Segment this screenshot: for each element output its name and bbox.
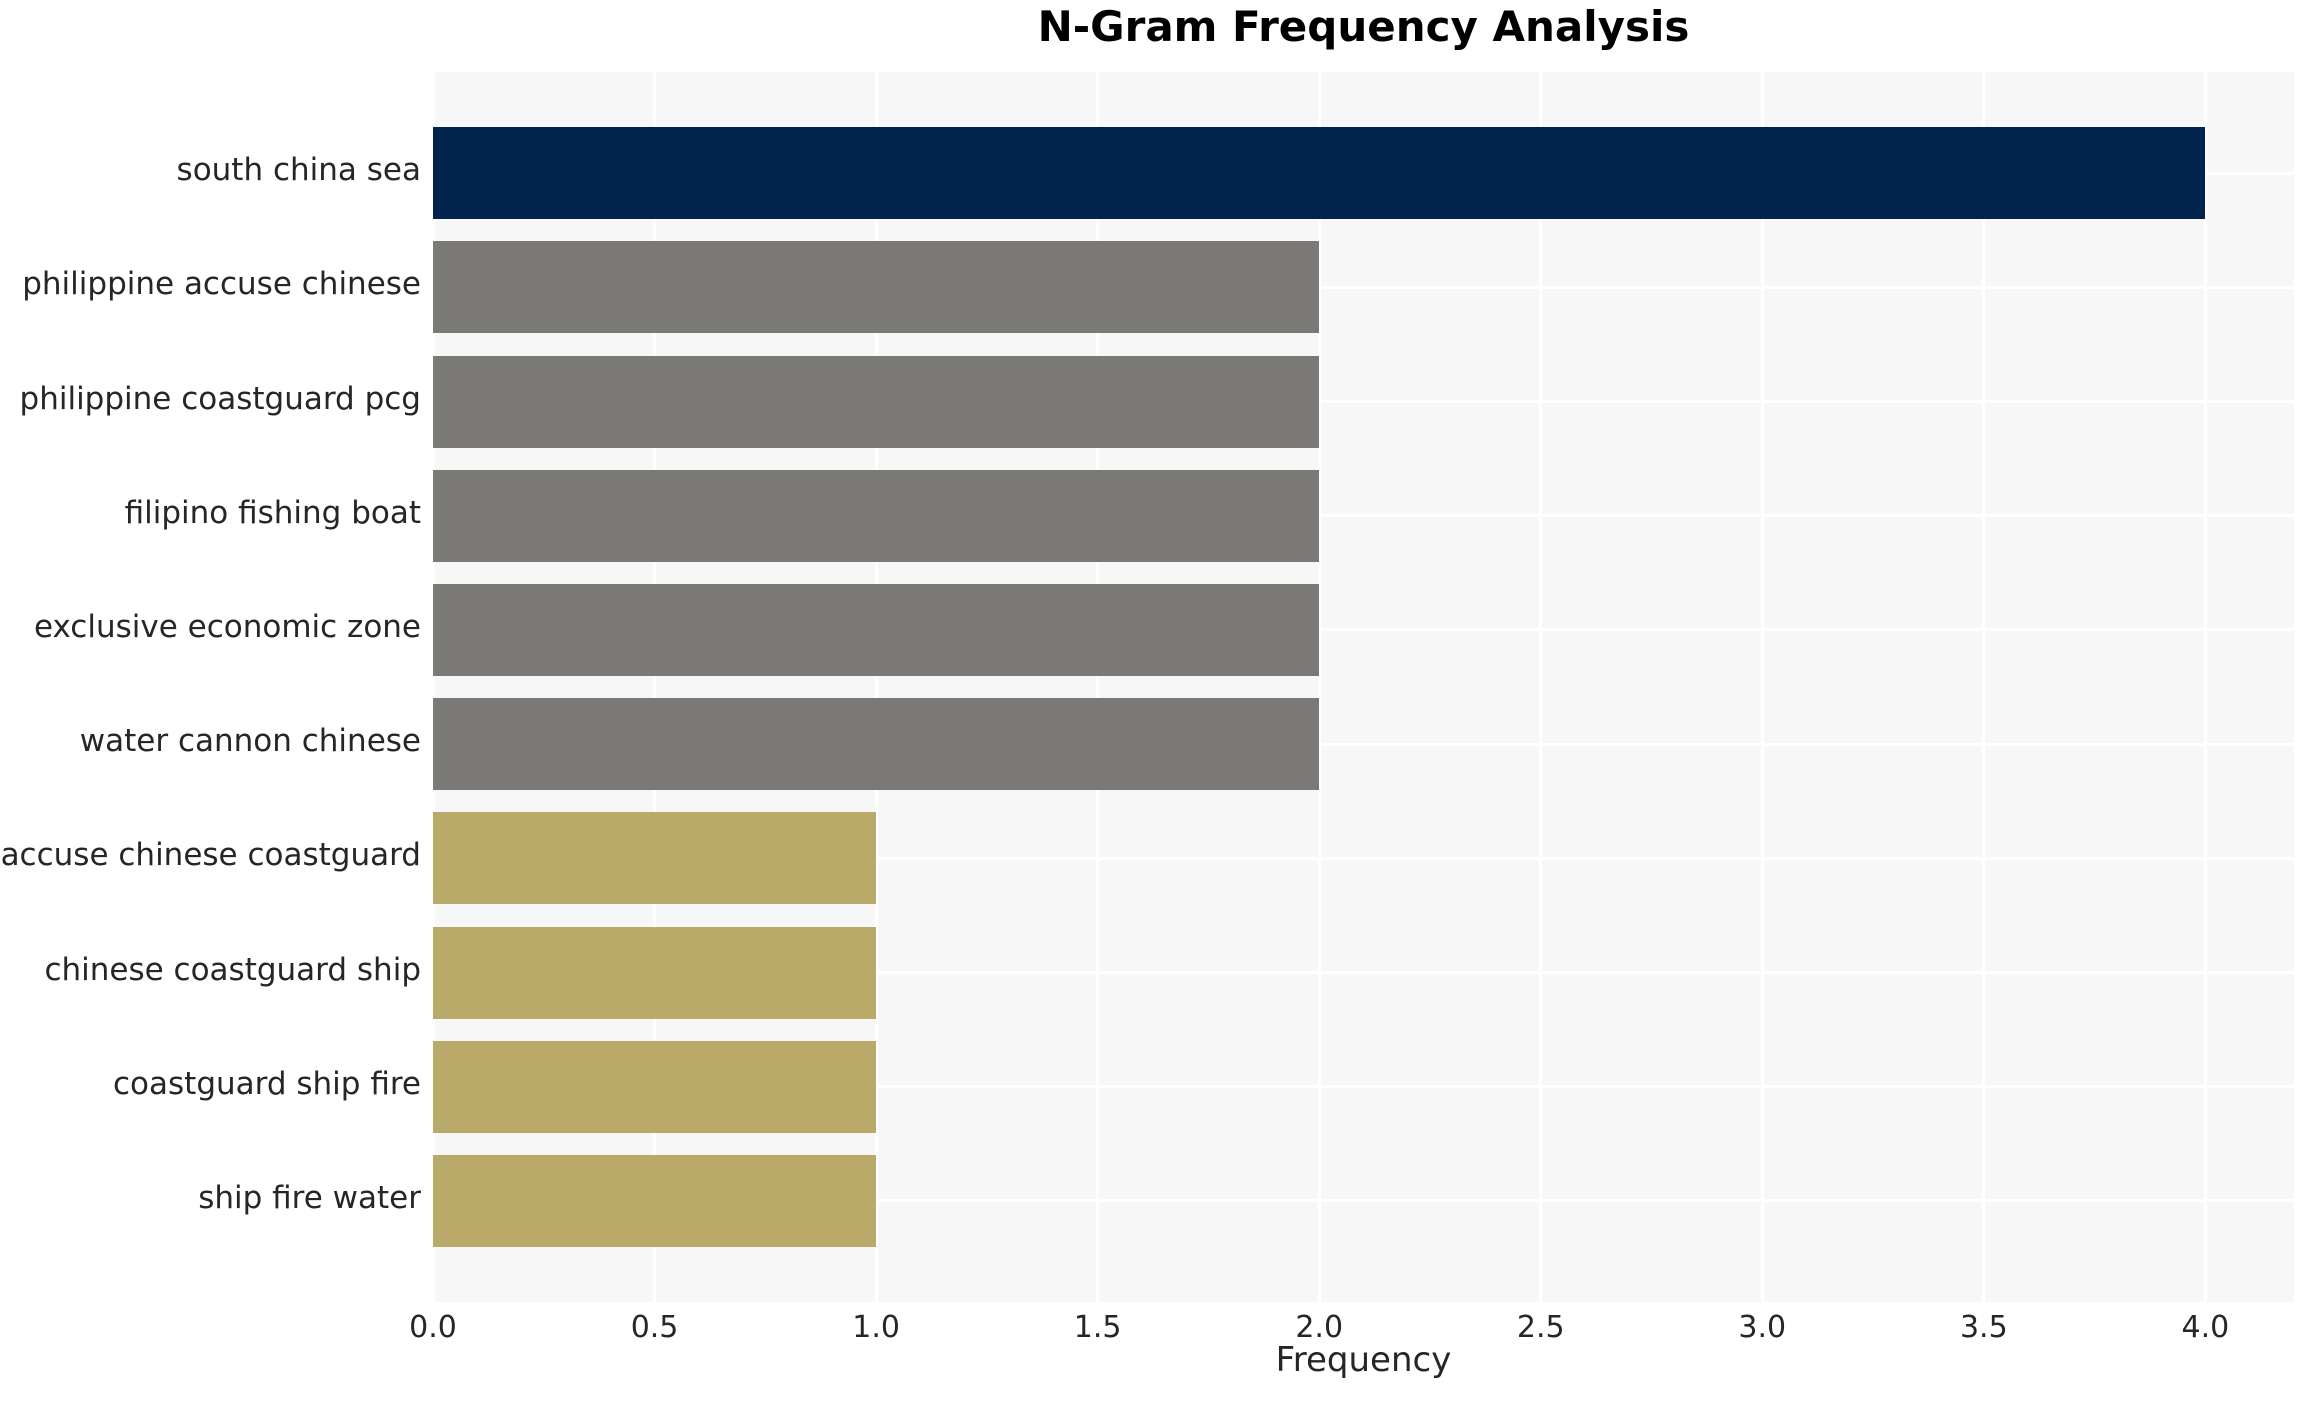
gridline-vertical-4 xyxy=(2203,72,2207,1302)
gridline-horizontal-1 xyxy=(433,285,2294,289)
x-tick-label-1.5: 1.5 xyxy=(1073,1310,1122,1345)
bar-south-china-sea xyxy=(433,127,2206,220)
y-axis-labels: south china sea philippine accuse chinese… xyxy=(0,72,421,1302)
x-axis-label: Frequency xyxy=(1275,1340,1452,1380)
category-label-south-china-sea: south china sea xyxy=(176,152,421,189)
gridline-horizontal-2 xyxy=(433,400,2294,403)
category-label-ship-fire-water: ship fire water xyxy=(198,1179,421,1216)
category-label-exclusive-economic-zone: exclusive economic zone xyxy=(33,608,421,645)
category-label-filipino-fishing-boat: filipino fishing boat xyxy=(124,494,421,531)
gridline-vertical-1 xyxy=(874,72,878,1302)
gridline-vertical-1.5 xyxy=(1096,72,1100,1302)
category-label-water-cannon-chinese: water cannon chinese xyxy=(79,723,421,760)
bar-filipino-fishing-boat xyxy=(433,469,1320,562)
plot-area xyxy=(433,72,2294,1302)
gridline-horizontal-7 xyxy=(433,971,2294,974)
bar-water-cannon-chinese xyxy=(433,698,1320,791)
gridline-horizontal-8 xyxy=(433,1085,2294,1089)
bar-philippine-accuse-chinese xyxy=(433,241,1320,334)
gridline-horizontal-6 xyxy=(433,856,2294,860)
gridline-vertical-2.5 xyxy=(1539,72,1543,1302)
gridline-horizontal-4 xyxy=(433,628,2294,632)
category-label-philippine-accuse-chinese: philippine accuse chinese xyxy=(22,266,421,303)
bar-ship-fire-water xyxy=(433,1154,877,1247)
gridline-vertical-0 xyxy=(433,72,435,1302)
chart-title: N-Gram Frequency Analysis xyxy=(1037,2,1690,51)
bar-philippine-coastguard-pcg xyxy=(433,355,1320,448)
category-label-philippine-coastguard-pcg: philippine coastguard pcg xyxy=(19,380,421,417)
category-label-coastguard-ship-fire: coastguard ship fire xyxy=(113,1065,421,1102)
bar-accuse-chinese-coastguard xyxy=(433,812,877,905)
bar-chinese-coastguard-ship xyxy=(433,926,877,1019)
gridline-horizontal-9 xyxy=(433,1199,2294,1203)
x-tick-label-2.0: 2.0 xyxy=(1295,1310,1344,1345)
x-tick-label-1.0: 1.0 xyxy=(852,1310,900,1345)
x-tick-label-4.0: 4.0 xyxy=(2181,1310,2230,1345)
gridline-horizontal-5 xyxy=(433,742,2294,746)
gridline-horizontal-3 xyxy=(433,514,2294,518)
category-label-accuse-chinese-coastguard: accuse chinese coastguard xyxy=(0,837,421,874)
category-label-chinese-coastguard-ship: chinese coastguard ship xyxy=(44,951,421,988)
x-tick-label-3.5: 3.5 xyxy=(1959,1310,2008,1345)
bar-coastguard-ship-fire xyxy=(433,1040,877,1133)
x-tick-label-0.5: 0.5 xyxy=(630,1310,679,1345)
x-tick-label-2.5: 2.5 xyxy=(1516,1310,1565,1345)
gridline-vertical-0.5 xyxy=(653,72,657,1302)
gridline-vertical-3 xyxy=(1760,72,1764,1302)
x-tick-label-3.0: 3.0 xyxy=(1738,1310,1787,1345)
gridline-vertical-2 xyxy=(1317,72,1321,1302)
gridline-vertical-3.5 xyxy=(1982,72,1986,1302)
bar-exclusive-economic-zone xyxy=(433,583,1320,676)
x-tick-label-0.0: 0.0 xyxy=(409,1310,457,1345)
